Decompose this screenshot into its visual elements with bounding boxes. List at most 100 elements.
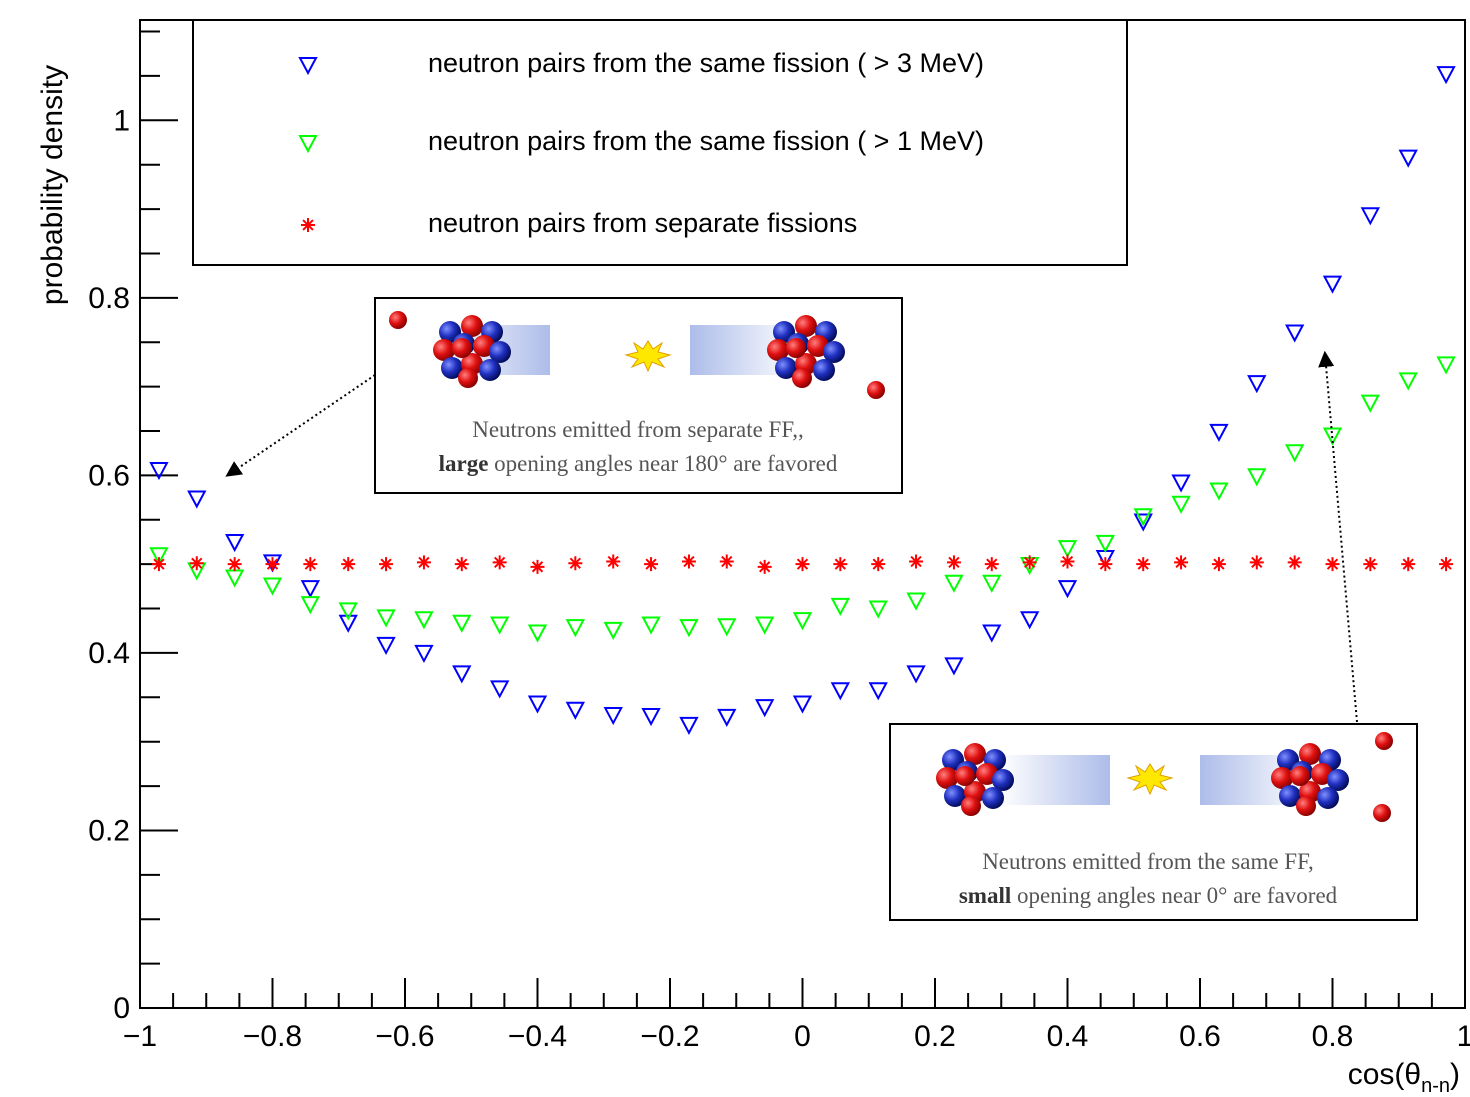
marker-asterisk xyxy=(1287,555,1302,570)
annotation-rest: opening angles near 0° are favored xyxy=(1011,883,1337,908)
marker-asterisk xyxy=(909,554,924,569)
x-tick-label: 0.6 xyxy=(1179,1020,1221,1053)
marker-triangle xyxy=(527,695,548,714)
marker-triangle xyxy=(906,592,926,611)
marker-asterisk xyxy=(227,557,242,572)
x-tick-label: −1 xyxy=(123,1020,157,1053)
marker-asterisk xyxy=(795,557,810,572)
marker-asterisk xyxy=(568,556,583,571)
marker-triangle xyxy=(1285,444,1305,463)
marker-triangle xyxy=(755,699,775,718)
marker-asterisk xyxy=(530,559,545,574)
marker-triangle xyxy=(679,716,699,735)
marker-triangle xyxy=(1360,394,1380,413)
marker-triangle xyxy=(1398,372,1418,391)
marker-asterisk xyxy=(416,555,431,570)
marker-triangle xyxy=(527,624,548,643)
marker-triangle xyxy=(1171,474,1191,493)
x-axis-label-main: cos(θ xyxy=(1348,1058,1421,1091)
x-tick-label: −0.8 xyxy=(243,1020,302,1053)
marker-asterisk xyxy=(1211,557,1226,572)
marker-triangle xyxy=(225,569,245,588)
y-tick-label: 0.6 xyxy=(88,459,130,492)
marker-triangle xyxy=(944,574,964,593)
marker-asterisk xyxy=(757,559,772,574)
legend-box xyxy=(192,19,1128,266)
marker-asterisk xyxy=(871,557,886,572)
marker-asterisk xyxy=(1174,555,1189,570)
marker-asterisk xyxy=(492,555,507,570)
marker-triangle xyxy=(338,602,358,621)
marker-triangle xyxy=(868,600,888,619)
marker-asterisk xyxy=(1022,555,1037,570)
marker-asterisk xyxy=(719,554,734,569)
points xyxy=(149,66,1456,735)
marker-triangle xyxy=(1057,580,1078,599)
marker-triangle xyxy=(490,616,510,635)
marker-triangle xyxy=(641,616,661,635)
marker-asterisk xyxy=(681,554,696,569)
legend: neutron pairs from the same fission ( > … xyxy=(298,48,984,238)
trail xyxy=(1000,755,1110,805)
marker-triangle xyxy=(830,597,850,617)
x-tick-label: 1 xyxy=(1457,1020,1470,1053)
marker-triangle xyxy=(944,657,964,676)
marker-triangle xyxy=(1285,324,1305,343)
marker-triangle xyxy=(414,644,434,664)
marker-triangle xyxy=(262,577,283,596)
marker-triangle xyxy=(376,609,396,628)
marker-triangle xyxy=(452,665,472,684)
marker-triangle xyxy=(1360,207,1380,226)
marker-asterisk xyxy=(265,557,280,572)
marker-asterisk xyxy=(984,557,999,572)
arrow xyxy=(225,374,376,477)
marker-triangle xyxy=(1133,508,1153,527)
marker-triangle xyxy=(1057,540,1078,559)
annotation: Neutrons emitted from separate FF,, larg… xyxy=(225,297,903,494)
marker-triangle xyxy=(300,596,320,615)
x-tick-label: −0.4 xyxy=(508,1020,567,1053)
marker-triangle xyxy=(187,490,207,509)
marker-triangle xyxy=(300,580,320,599)
y-tick-label: 0 xyxy=(113,992,130,1025)
marker-triangle xyxy=(1322,275,1343,294)
x-tick-label: 0.4 xyxy=(1047,1020,1089,1053)
x-tick-label: 0 xyxy=(794,1020,811,1053)
marker-triangle xyxy=(868,682,888,701)
marker-triangle xyxy=(1247,375,1267,394)
marker-asterisk xyxy=(151,557,166,572)
marker-triangle xyxy=(414,611,434,630)
marker-triangle xyxy=(298,135,318,154)
marker-triangle xyxy=(755,616,775,635)
marker-triangle xyxy=(225,533,245,553)
marker-triangle xyxy=(603,621,623,640)
y-tick-label: 0.4 xyxy=(88,637,130,670)
marker-asterisk xyxy=(946,555,961,570)
x-axis-label-sub: n-n xyxy=(1421,1075,1450,1097)
marker-triangle xyxy=(1095,534,1115,553)
legend-label: neutron pairs from the same fission ( > … xyxy=(428,126,984,156)
marker-triangle xyxy=(565,701,585,720)
marker-triangle xyxy=(1209,482,1229,501)
marker-triangle xyxy=(1436,356,1456,375)
x-tick-label: −0.6 xyxy=(375,1020,434,1053)
marker-asterisk xyxy=(1136,557,1151,572)
x-tick-label: 0.2 xyxy=(914,1020,956,1053)
marker-triangle xyxy=(1171,495,1191,514)
marker-triangle xyxy=(298,57,318,76)
x-tick-label: 0.8 xyxy=(1312,1020,1354,1053)
marker-triangle xyxy=(792,612,813,631)
neutron xyxy=(1375,732,1393,750)
marker-asterisk xyxy=(341,557,356,572)
y-tick-label: 1 xyxy=(113,104,130,137)
marker-triangle xyxy=(1436,66,1456,85)
marker-triangle xyxy=(830,682,850,701)
marker-triangle xyxy=(149,547,169,566)
neutron xyxy=(867,381,885,399)
marker-triangle xyxy=(641,707,661,727)
annotation-bold: small xyxy=(959,883,1011,908)
marker-triangle xyxy=(717,708,737,727)
marker-asterisk xyxy=(1439,557,1454,572)
marker-triangle xyxy=(603,707,623,726)
